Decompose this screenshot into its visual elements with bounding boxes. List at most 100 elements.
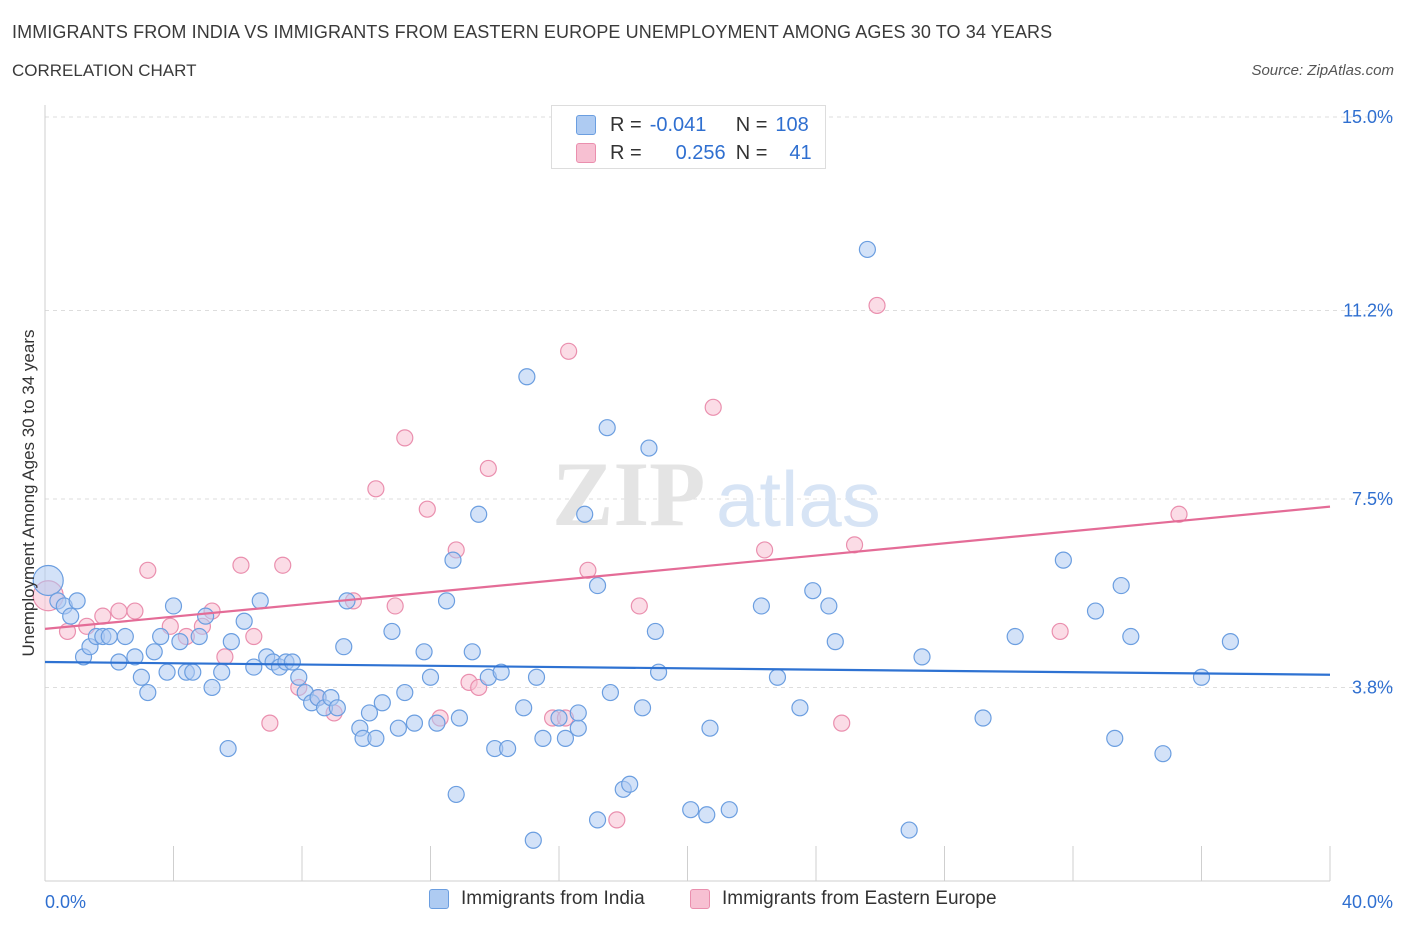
data-point-india [450,709,469,727]
data-point-india [1192,668,1211,686]
europe-r-label: R = [610,141,642,164]
legend-item-india: Immigrants from India [429,888,645,910]
data-point-india [32,564,64,597]
data-point-india [768,668,787,686]
data-point-india [213,663,231,681]
data-point-india [283,653,301,671]
data-point-india [569,719,587,737]
data-point-europe [630,597,648,615]
x-tick-marks [173,846,1331,881]
chart-title: IMMIGRANTS FROM INDIA VS IMMIGRANTS FROM… [12,22,1053,42]
data-point-india [633,699,652,717]
data-point-india [900,821,918,839]
data-point-india [682,801,700,819]
y-tick-labels: 3.8% 7.5% 11.2% 15.0% [1342,107,1393,697]
data-point-india [132,668,150,686]
data-point-europe [232,556,250,574]
data-point-india [588,576,607,595]
europe-r-value: 0.256 [675,141,726,164]
india-swatch [576,115,596,135]
data-point-india [974,709,992,727]
data-point-india [335,638,353,656]
data-point-india [858,240,877,259]
data-point-india [396,683,414,702]
data-point-europe [396,429,414,447]
india-r-value: -0.041 [649,113,707,136]
data-point-india [145,643,163,661]
data-point-europe [386,597,404,615]
india-n-value: 108 [775,113,809,136]
y-tick-label: 15.0% [1342,107,1393,127]
data-point-india [1006,627,1024,646]
x-tick-label-min: 0.0% [45,892,86,912]
data-point-europe [216,648,234,666]
data-point-europe [755,541,774,559]
data-point-india [219,739,237,758]
data-point-europe [126,602,144,620]
watermark-zip: ZIP [552,443,705,545]
data-point-india [791,699,809,717]
data-point-india [1086,602,1105,620]
trend-line-india [44,660,1331,676]
data-point-india [550,709,568,727]
india-n-label: N = [735,113,768,136]
data-point-india [470,505,488,523]
data-point-india [152,627,170,646]
data-point-europe [608,811,626,829]
data-point-india [415,643,433,661]
data-point-india [437,592,456,610]
data-point-india [383,622,401,641]
data-point-india [158,663,176,681]
data-point-india [405,714,424,732]
stats-legend: R = -0.041 N = 108 R = 0.256 N = 41 [551,105,826,169]
data-point-europe [560,342,578,360]
data-point-india [1112,576,1130,595]
data-point-india [640,439,658,457]
x-tick-label-max: 40.0% [1342,892,1393,912]
data-point-europe [367,480,385,498]
data-point-india [524,831,542,849]
data-point-india [698,806,716,824]
data-point-india [62,607,80,625]
data-point-india [1122,627,1140,646]
data-point-india [444,551,462,569]
series-eastern-europe [32,296,1188,829]
y-tick-label: 11.2% [1343,301,1393,321]
legend-europe-label: Immigrants from Eastern Europe [722,888,997,909]
data-point-india [588,811,607,829]
source-credit: Source: ZipAtlas.com [1251,62,1394,79]
data-point-india [116,627,134,646]
data-point-india [527,668,546,686]
y-axis-label: Unemployment Among Ages 30 to 34 years [19,330,38,657]
chart-subtitle: CORRELATION CHART [12,61,197,80]
data-point-india [499,739,517,758]
data-point-india [68,592,86,610]
data-point-india [428,714,446,732]
trend-line-europe [44,505,1331,630]
data-point-india [820,597,838,615]
data-point-india [649,663,668,681]
data-point-europe [245,627,263,646]
data-point-india [1221,633,1240,651]
data-point-india [139,683,157,702]
data-point-india [463,643,481,661]
legend-india-label: Immigrants from India [461,888,645,909]
data-point-india [518,368,536,386]
data-point-india [164,597,183,615]
data-point-india [569,704,587,722]
data-point-india [126,648,144,666]
data-point-india [598,419,616,437]
data-point-europe [274,556,292,574]
data-point-europe [704,398,722,416]
data-point-europe [868,296,886,315]
data-point-india [720,801,738,819]
watermark-atlas: atlas [716,455,881,543]
data-point-india [190,627,208,646]
legend-item-europe: Immigrants from Eastern Europe [690,888,997,910]
data-point-europe [418,500,436,518]
data-point-india [534,729,552,747]
data-point-india [203,678,221,697]
watermark: ZIP atlas [552,443,881,545]
data-point-india [646,622,664,641]
